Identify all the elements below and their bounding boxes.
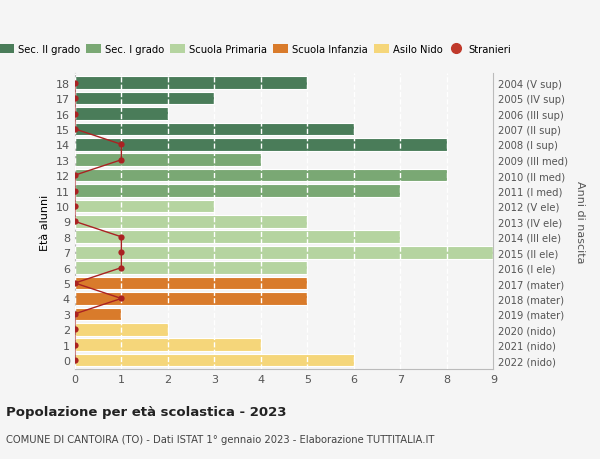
Bar <box>75 108 168 121</box>
Bar <box>75 154 261 167</box>
Bar <box>75 277 307 290</box>
Bar <box>75 262 307 274</box>
Bar <box>75 139 447 151</box>
Bar <box>75 323 168 336</box>
Legend: Sec. II grado, Sec. I grado, Scuola Primaria, Scuola Infanzia, Asilo Nido, Stran: Sec. II grado, Sec. I grado, Scuola Prim… <box>0 41 515 59</box>
Text: COMUNE DI CANTOIRA (TO) - Dati ISTAT 1° gennaio 2023 - Elaborazione TUTTITALIA.I: COMUNE DI CANTOIRA (TO) - Dati ISTAT 1° … <box>6 434 434 443</box>
Bar <box>75 123 354 136</box>
Text: Popolazione per età scolastica - 2023: Popolazione per età scolastica - 2023 <box>6 405 287 419</box>
Bar <box>75 308 121 320</box>
Bar <box>75 169 447 182</box>
Y-axis label: Età alunni: Età alunni <box>40 194 50 250</box>
Bar <box>75 216 307 228</box>
Bar <box>75 93 214 105</box>
Bar <box>75 200 214 213</box>
Bar <box>75 231 400 244</box>
Bar <box>75 185 400 197</box>
Bar <box>75 354 354 367</box>
Bar <box>75 339 261 351</box>
Bar <box>75 246 493 259</box>
Bar <box>75 77 307 90</box>
Bar <box>75 292 307 305</box>
Y-axis label: Anni di nascita: Anni di nascita <box>575 181 585 263</box>
